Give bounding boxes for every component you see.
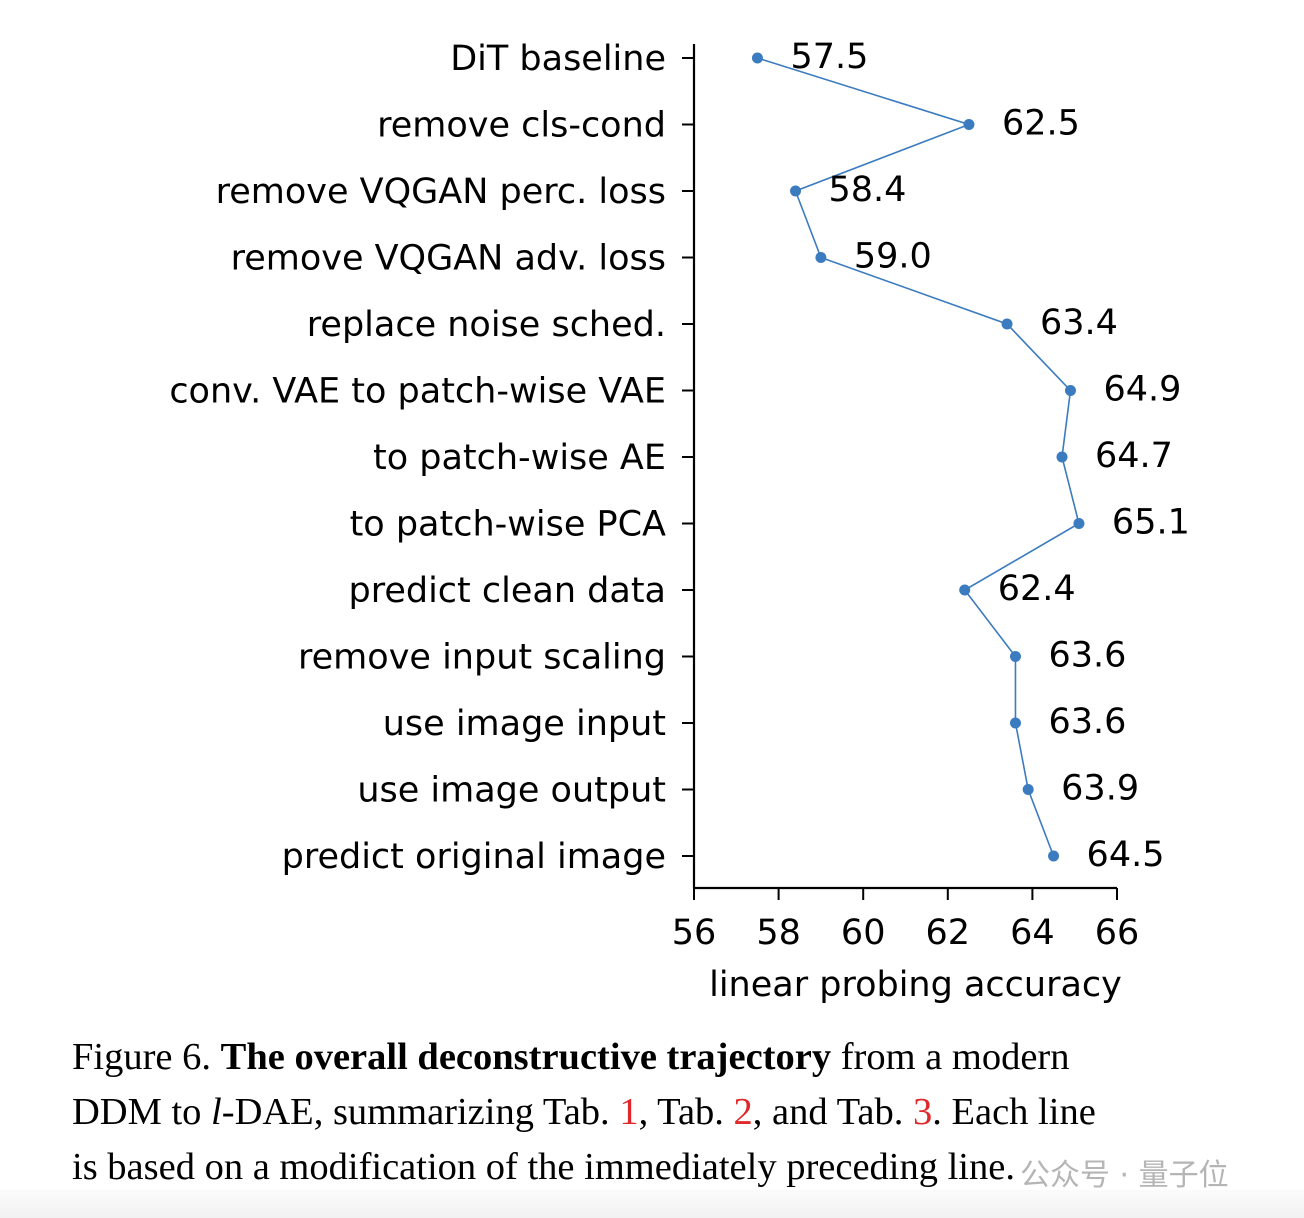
table-ref-link-2[interactable]: 2 bbox=[733, 1091, 753, 1133]
data-label: 62.5 bbox=[1002, 104, 1080, 144]
data-point bbox=[1048, 850, 1060, 862]
data-point bbox=[1056, 451, 1068, 463]
data-point bbox=[815, 252, 827, 263]
data-label: 63.9 bbox=[1061, 769, 1139, 809]
y-tick-label: predict clean data bbox=[349, 571, 667, 611]
y-tick-label: remove VQGAN perc. loss bbox=[216, 172, 666, 212]
data-label: 65.1 bbox=[1112, 503, 1190, 543]
caption-text: , Tab. bbox=[638, 1091, 734, 1133]
y-tick-label: predict original image bbox=[282, 837, 666, 877]
watermark: 公众号 · 量子位 bbox=[1020, 1158, 1229, 1193]
y-tick-label: use image output bbox=[357, 771, 666, 811]
caption-text: from a modern bbox=[831, 1036, 1070, 1078]
data-point bbox=[1073, 518, 1085, 529]
data-point bbox=[1009, 651, 1021, 662]
data-label: 64.9 bbox=[1103, 370, 1181, 410]
data-label: 62.4 bbox=[998, 569, 1076, 609]
y-tick-label: to patch-wise AE bbox=[373, 438, 666, 478]
x-tick-label: 62 bbox=[926, 913, 971, 953]
caption-prefix: Figure 6. bbox=[72, 1036, 221, 1078]
data-label: 63.6 bbox=[1048, 636, 1126, 676]
figure-caption: Figure 6. The overall deconstructive tra… bbox=[72, 1030, 1272, 1195]
bottom-band bbox=[0, 1190, 1304, 1218]
x-axis-label: linear probing accuracy bbox=[709, 965, 1122, 1005]
table-ref-link-3[interactable]: 3 bbox=[912, 1091, 933, 1133]
caption-text: DDM to bbox=[72, 1091, 212, 1133]
x-tick-label: 66 bbox=[1095, 913, 1140, 953]
x-tick-label: 64 bbox=[1010, 913, 1055, 953]
data-point bbox=[1022, 784, 1034, 795]
table-ref-link-1[interactable]: 1 bbox=[619, 1091, 639, 1133]
data-point bbox=[959, 584, 971, 596]
data-point bbox=[963, 119, 975, 130]
caption-italic: l bbox=[211, 1091, 222, 1133]
data-label: 63.4 bbox=[1040, 303, 1118, 343]
y-tick-label: remove cls-cond bbox=[377, 106, 666, 146]
y-tick-label: use image input bbox=[383, 704, 666, 744]
y-tick-label: remove VQGAN adv. loss bbox=[231, 239, 666, 279]
x-tick-label: 58 bbox=[756, 913, 801, 953]
y-tick-label: DiT baseline bbox=[450, 39, 666, 79]
data-label: 64.5 bbox=[1087, 835, 1165, 875]
caption-text: . Each line bbox=[932, 1091, 1096, 1133]
caption-text: is based on a modification of the immedi… bbox=[72, 1146, 1015, 1188]
caption-line-1: Figure 6. The overall deconstructive tra… bbox=[72, 1030, 1272, 1085]
data-label: 59.0 bbox=[854, 237, 932, 277]
data-label: 64.7 bbox=[1095, 436, 1173, 476]
data-point bbox=[790, 185, 802, 197]
data-label: 58.4 bbox=[829, 170, 907, 210]
data-point bbox=[1064, 385, 1076, 396]
series-line bbox=[757, 57, 1080, 857]
data-point bbox=[751, 52, 763, 64]
data-label: 63.6 bbox=[1048, 702, 1126, 742]
data-point bbox=[1009, 717, 1021, 729]
data-label: 57.5 bbox=[790, 37, 868, 77]
x-tick-label: 60 bbox=[841, 913, 886, 953]
caption-text: , and Tab. bbox=[752, 1091, 913, 1133]
caption-line-3: is based on a modification of the immedi… bbox=[72, 1140, 1272, 1195]
y-tick-label: conv. VAE to patch-wise VAE bbox=[169, 372, 666, 412]
data-point bbox=[1001, 318, 1013, 330]
line-chart: DiT baseline remove cls-cond remove VQGAN … bbox=[169, 37, 1190, 1005]
y-tick-label: replace noise sched. bbox=[307, 305, 666, 345]
caption-bold-title: The overall deconstructive trajectory bbox=[220, 1036, 832, 1078]
y-tick-label: to patch-wise PCA bbox=[350, 505, 666, 545]
x-tick-label: 56 bbox=[672, 913, 717, 953]
caption-line-2: DDM to l-DAE, summarizing Tab. 1, Tab. 2… bbox=[72, 1085, 1272, 1140]
caption-text: -DAE, summarizing Tab. bbox=[221, 1091, 620, 1133]
y-tick-label: remove input scaling bbox=[298, 638, 666, 678]
